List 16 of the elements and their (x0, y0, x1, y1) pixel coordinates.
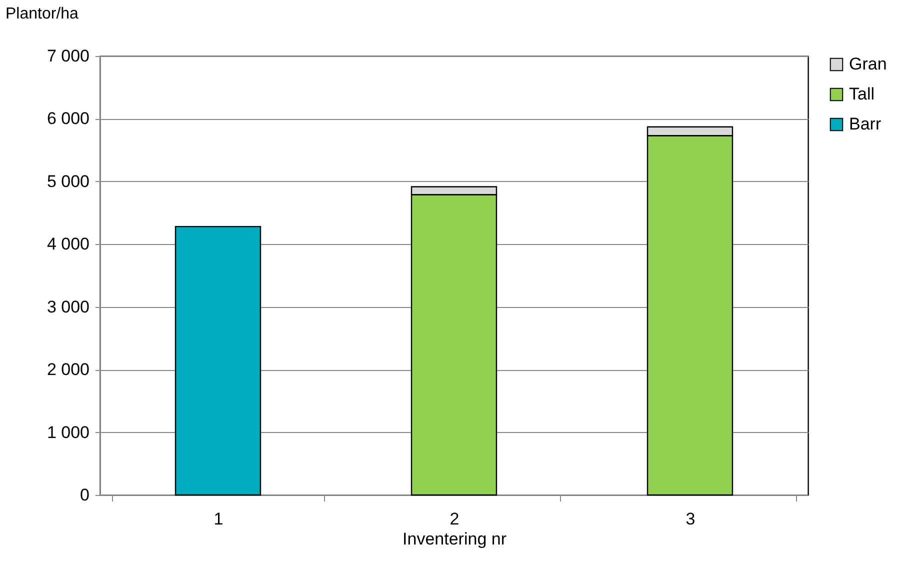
y-tick-label: 3 000 (46, 297, 90, 316)
y-tick-label: 4 000 (46, 234, 90, 254)
y-tick-label: 1 000 (46, 422, 90, 442)
x-axis-title: Inventering nr (402, 530, 507, 548)
y-tick-label: 2 000 (46, 360, 90, 380)
legend-label: Tall (849, 84, 875, 104)
legend-label: Barr (849, 114, 882, 134)
x-tick-label: 2 (450, 510, 460, 528)
y-axis-title: Plantor/ha (6, 6, 79, 22)
legend-label: Gran (849, 54, 887, 74)
y-tick-label: 7 000 (46, 46, 90, 66)
y-tick-label: 5 000 (46, 172, 90, 191)
x-tick-label: 3 (686, 510, 696, 528)
y-tick-label: 0 (80, 486, 90, 504)
y-tick-label: 6 000 (46, 109, 90, 128)
x-tick-label: 1 (214, 510, 224, 528)
